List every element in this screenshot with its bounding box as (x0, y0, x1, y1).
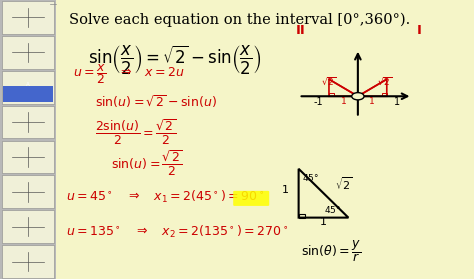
Bar (2, 141, 54, 173)
Text: $\sin\!\left(\dfrac{x}{2}\right) = \sqrt{2} - \sin\!\left(\dfrac{x}{2}\right)$: $\sin\!\left(\dfrac{x}{2}\right) = \sqrt… (88, 43, 261, 76)
Text: I: I (417, 24, 422, 37)
Bar (2, 1, 54, 34)
Bar (0, 0, 56, 279)
Text: 1: 1 (282, 185, 289, 195)
Text: $\dfrac{2\sin(u)}{2} = \dfrac{\sqrt{2}}{2}$: $\dfrac{2\sin(u)}{2} = \dfrac{\sqrt{2}}{… (95, 118, 176, 147)
Text: $45°$: $45°$ (324, 204, 341, 215)
Text: 1: 1 (340, 97, 346, 106)
Text: $\sin(u) = \dfrac{\sqrt{2}}{2}$: $\sin(u) = \dfrac{\sqrt{2}}{2}$ (111, 148, 183, 178)
Text: $u = 45^\circ$   $\Rightarrow$   $x_1= 2(45^\circ) = 90^\circ$: $u = 45^\circ$ $\Rightarrow$ $x_1= 2(45^… (66, 189, 265, 205)
Bar (2, 36, 54, 69)
Bar (2, 210, 54, 243)
Text: II: II (296, 24, 306, 37)
Bar (329, 93, 334, 96)
Text: $\sqrt{2}$: $\sqrt{2}$ (377, 75, 393, 87)
Bar (299, 214, 305, 218)
Text: $u = 135^\circ$   $\Rightarrow$   $x_2 = 2(135^\circ) = 270^\circ$: $u = 135^\circ$ $\Rightarrow$ $x_2 = 2(1… (66, 223, 289, 240)
Text: 1: 1 (320, 217, 327, 227)
Text: $u = \dfrac{x}{2}$   $\Rightarrow$   $x = 2u$: $u = \dfrac{x}{2}$ $\Rightarrow$ $x = 2u… (73, 62, 185, 86)
Text: $\sqrt{2}$: $\sqrt{2}$ (336, 176, 353, 193)
FancyBboxPatch shape (233, 191, 269, 206)
Bar (2, 245, 54, 278)
Text: $45°$: $45°$ (302, 172, 319, 182)
Text: $\sin(u) = \sqrt{2} - \sin(u)$: $\sin(u) = \sqrt{2} - \sin(u)$ (95, 93, 217, 110)
Bar (3, 86, 53, 102)
Bar (382, 93, 387, 96)
Bar (2, 106, 54, 138)
Text: -1: -1 (314, 97, 323, 107)
Bar (2, 71, 54, 104)
Text: $\sin(\theta) = \dfrac{y}{r}$: $\sin(\theta) = \dfrac{y}{r}$ (301, 238, 361, 264)
Bar (2, 175, 54, 208)
Text: A: A (26, 82, 30, 87)
Circle shape (352, 93, 364, 100)
Text: $\sqrt{2}$: $\sqrt{2}$ (320, 75, 337, 87)
Text: 1: 1 (394, 97, 400, 107)
Text: 1: 1 (369, 97, 375, 106)
Text: Solve each equation on the interval [0°,360°).: Solve each equation on the interval [0°,… (69, 13, 410, 27)
